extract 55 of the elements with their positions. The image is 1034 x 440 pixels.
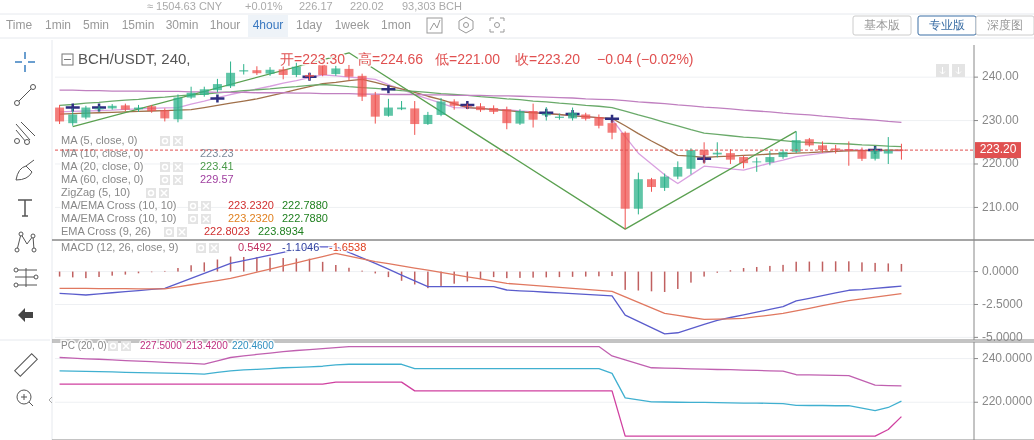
annotation: 0.5492 [238, 240, 272, 253]
annotation: 213.4200 [186, 339, 229, 351]
annotation: −0.04 (−0.02%) [597, 50, 694, 67]
text: 专业版 [929, 18, 965, 33]
annotation: -1.6538 [329, 240, 367, 253]
text: Time [5, 18, 33, 33]
chart-title: MACD (12, 26, close, 9) [61, 240, 179, 253]
annotation: 229.57 [200, 172, 234, 185]
text: 1week [334, 18, 371, 33]
annotation: 223.41 [200, 159, 234, 172]
annotation: MA/EMA Cross (10, 10) [61, 198, 177, 211]
text: 30min [165, 18, 199, 33]
annotation: 223.8934 [258, 224, 304, 237]
ref-line-label: 223.20 [979, 142, 1017, 157]
text: 4hour [252, 18, 284, 33]
y-tick-label: 220.00 [982, 156, 1020, 171]
annotation: 高=224.66 [358, 50, 424, 67]
text: 5min [82, 18, 110, 33]
text: 226.17 [299, 0, 333, 12]
text: 93,303 BCH [402, 0, 462, 12]
text: 15min [121, 18, 155, 33]
y-tick-label: -2.5000 [982, 296, 1024, 311]
annotation: 223.2320 [228, 211, 274, 224]
y-tick-label: 0.0000 [982, 263, 1020, 278]
text: 基本版 [864, 18, 900, 33]
y-tick-label: 240.0000 [982, 350, 1033, 365]
chart-title: BCH/USDT, 240, [78, 49, 191, 67]
annotation: EMA Cross (9, 26) [61, 224, 151, 237]
annotation: 227.5000 [140, 339, 183, 351]
y-tick-label: -5.0000 [982, 329, 1024, 344]
text: 1min [44, 18, 72, 33]
annotation: 收=223.20 [515, 50, 581, 67]
y-tick-label: 220.0000 [982, 394, 1033, 409]
annotation: MA (20, close, 0) [61, 159, 144, 172]
y-tick-label: 240.00 [982, 69, 1020, 84]
annotation: 222.8023 [204, 224, 250, 237]
annotation: MA (60, close, 0) [61, 172, 144, 185]
text: 1mon [380, 18, 412, 33]
annotation: 223.2320 [228, 198, 274, 211]
chart-title: PC (20, 0) [61, 339, 107, 351]
annotation: MA (5, close, 0) [61, 133, 138, 146]
text: 220.02 [350, 0, 384, 12]
annotation: 220.4600 [232, 339, 275, 351]
annotation: 低=221.00 [435, 50, 501, 67]
annotation: MA/EMA Cross (10, 10) [61, 211, 177, 224]
text: 深度图 [987, 18, 1023, 33]
y-tick-label: 210.00 [982, 199, 1020, 214]
y-tick-label: 230.00 [982, 112, 1020, 127]
text: 1hour [209, 18, 241, 33]
annotation: 222.7880 [282, 198, 328, 211]
annotation: ZigZag (5, 10) [61, 185, 131, 198]
annotation: 222.7880 [282, 211, 328, 224]
text: ≈ 1504.63 CNY [147, 0, 223, 12]
text: 1day [295, 18, 323, 33]
text: +0.01% [245, 0, 283, 12]
